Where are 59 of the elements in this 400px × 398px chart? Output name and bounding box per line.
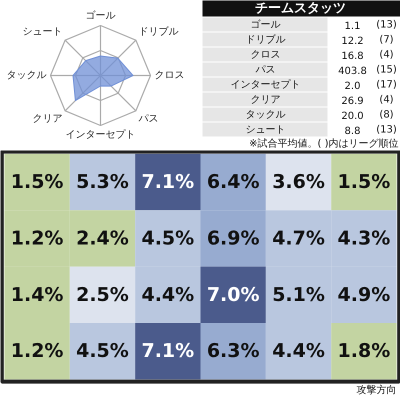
data-label: 4.4%	[272, 340, 325, 362]
data-label: 26.9	[341, 96, 364, 107]
data-label: 12.2	[341, 36, 364, 47]
category-label: ゴール	[250, 18, 280, 30]
spoke-label: ドリブル	[138, 25, 179, 38]
data-label: 7.1%	[141, 340, 194, 362]
spoke-label: インターセプト	[66, 128, 136, 140]
data-label: (13)	[376, 124, 397, 136]
data-label: 4.5%	[76, 340, 129, 362]
data-label: 4.5%	[141, 227, 194, 250]
category-label: インターセプト	[230, 78, 300, 90]
category-label: ドリブル	[246, 34, 286, 46]
data-label: 1.2%	[10, 340, 64, 362]
spoke-label: シュート	[22, 26, 62, 38]
data-label: 20.0	[341, 111, 364, 122]
data-label: 4.9%	[338, 284, 390, 306]
annotation: 攻撃方向	[356, 384, 397, 396]
data-label: 1.4%	[10, 284, 64, 306]
data-label: 6.3%	[206, 340, 260, 362]
data-label: 7.1%	[141, 171, 194, 194]
spoke-label: クロス	[154, 70, 184, 81]
data-label: 5.1%	[272, 284, 325, 306]
data-label: 403.8	[338, 66, 367, 77]
data-label: (7)	[379, 34, 394, 46]
spoke-label: タックル	[6, 70, 46, 81]
data-label: 4.3%	[338, 227, 390, 250]
data-label: (17)	[376, 80, 397, 90]
data-label: (13)	[376, 20, 397, 30]
data-label: 1.8%	[338, 340, 390, 362]
data-label: 5.3%	[76, 171, 129, 194]
data-label: (8)	[379, 110, 394, 120]
category-label: パス	[254, 64, 276, 76]
data-label: (4)	[379, 94, 394, 106]
data-label: 1.2%	[10, 227, 64, 250]
spoke-label: ゴール	[86, 10, 116, 22]
spoke-label: パス	[138, 114, 159, 125]
data-label: (4)	[379, 50, 394, 60]
data-label: 6.9%	[206, 227, 260, 250]
data-label: 2.5%	[76, 284, 129, 306]
data-label: 4.4%	[141, 284, 194, 306]
data-label: (15)	[376, 64, 397, 76]
category-label: シュート	[246, 124, 286, 136]
data-label: 7.0%	[206, 284, 260, 306]
data-label: 2.4%	[76, 227, 129, 250]
data-label: 1.5%	[10, 171, 64, 194]
spoke-label: クリア	[32, 114, 62, 125]
data-label: 2.0	[344, 81, 360, 92]
category-label: クリア	[250, 94, 280, 106]
data-label: 4.7%	[272, 227, 325, 250]
data-label: 1.5%	[338, 171, 390, 194]
data-label: 1.1	[344, 21, 360, 32]
text: ※試合平均値。( )内はリーグ順位	[249, 138, 399, 150]
category-label: タックル	[246, 110, 286, 120]
category-label: クロス	[250, 50, 280, 60]
data-label: 16.8	[341, 51, 364, 62]
data-label: 3.6%	[272, 171, 325, 194]
data-label: 8.8	[344, 126, 360, 137]
data-label: 6.4%	[206, 171, 260, 194]
text: チームスタッツ	[255, 1, 346, 16]
